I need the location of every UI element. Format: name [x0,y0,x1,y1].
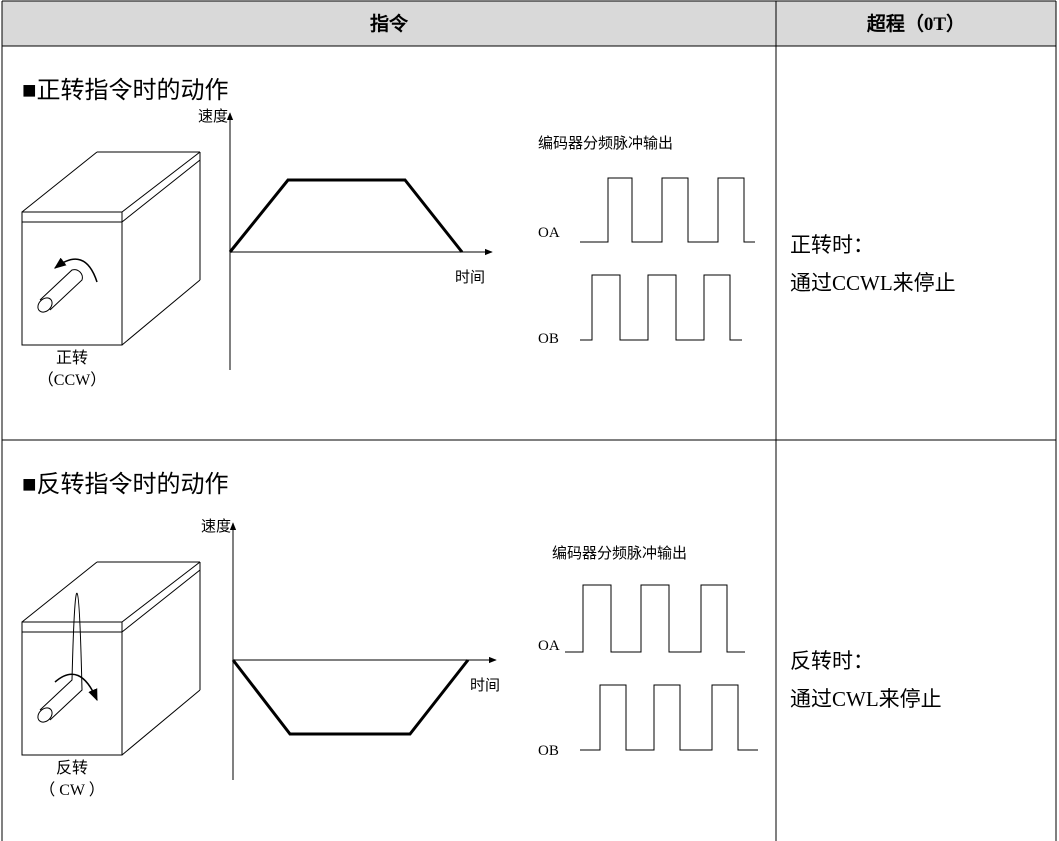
motor-shaft [39,592,83,721]
encoder-label: 编码器分频脉冲输出 [538,135,673,152]
pulse-oa [565,584,745,653]
motor-shaft-end [37,707,53,723]
overtravel-text: 反转时： [790,649,874,673]
motor-label: 正转 [56,349,88,367]
motor-front [21,211,123,346]
motor-front [21,621,123,756]
oa-label: OA [538,638,560,654]
motor-shaft [39,269,83,311]
speed-label: 速度 [201,518,231,535]
overtravel-text: 通过CCWL来停止 [790,271,956,295]
time-label: 时间 [455,269,485,286]
header-cell: 超程（0T） [866,12,965,35]
rotation-arrow [54,257,98,283]
speed-profile [231,659,470,736]
overtravel-text: 正转时： [790,233,874,257]
pulse-ob [580,684,758,751]
speed-profile [228,178,464,253]
motor-sub: （ CW ） [39,781,105,799]
time-label: 时间 [470,677,500,694]
header-bg [2,1,1056,46]
pulse-ob [580,274,742,341]
oa-label: OA [538,225,560,241]
motor-edge [121,279,201,346]
motor-sub: （CCW） [38,371,106,389]
motor-edge [121,569,201,633]
motor-label: 反转 [56,759,88,777]
row-title: ■反转指令时的动作 [22,471,229,498]
row-title: ■正转指令时的动作 [22,77,229,104]
header-cell: 指令 [370,12,409,35]
motor-edge [21,151,98,213]
motor-edge [21,561,98,623]
ob-label: OB [538,743,559,759]
pulse-oa [580,177,755,243]
motor-edge [121,159,201,223]
motor-edge [121,561,201,623]
overtravel-text: 通过CWL来停止 [790,687,942,711]
ob-label: OB [538,331,559,347]
rotation-arrow [54,673,98,702]
motor-shaft-end [37,297,53,313]
encoder-label: 编码器分频脉冲输出 [552,545,687,562]
speed-label: 速度 [198,108,228,125]
motor-edge [121,689,201,756]
motor-edge [121,151,201,213]
